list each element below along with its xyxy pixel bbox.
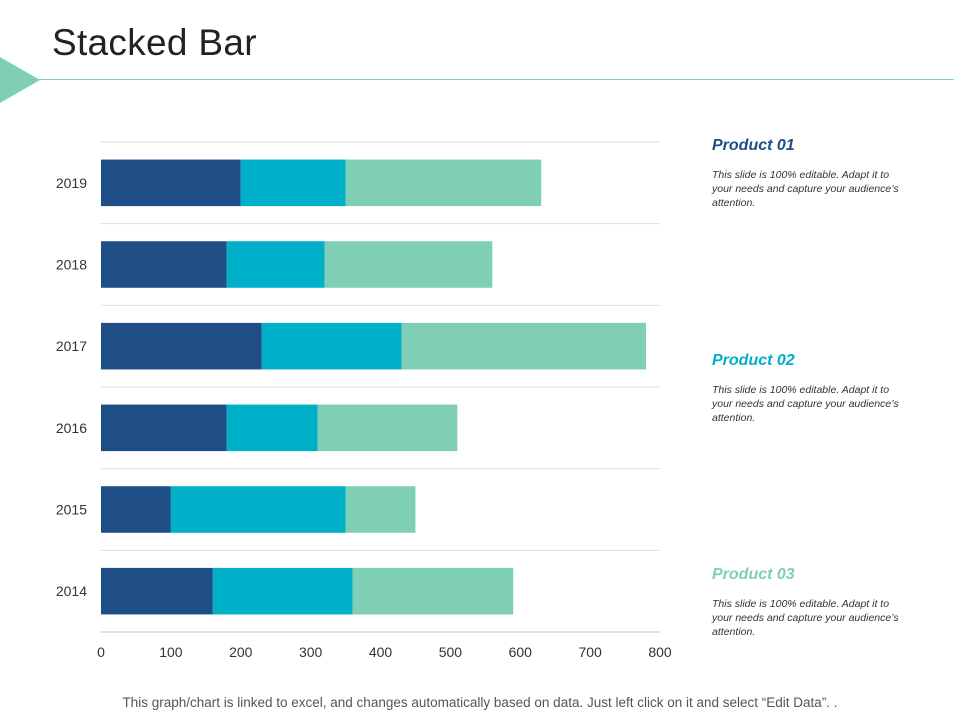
bar-2017-series-3 <box>401 322 647 370</box>
category-label: 2016 <box>56 420 87 436</box>
bar-2015-series-1 <box>101 486 171 533</box>
x-tick-label: 500 <box>439 644 463 660</box>
legend-product-01: Product 01 This slide is 100% editable. … <box>712 137 912 210</box>
legend-product-02: Product 02 This slide is 100% editable. … <box>712 352 912 425</box>
bar-2014-series-3 <box>352 567 514 615</box>
grid-layer <box>101 141 660 633</box>
label-layer: 2019 2018 2017 2016 2015 2014 0 100 200 300 400 500… <box>56 175 672 660</box>
category-label: 2019 <box>56 175 87 191</box>
category-label: 2018 <box>56 257 87 273</box>
bar-2016-series-3 <box>317 404 458 452</box>
x-tick-label: 0 <box>97 644 105 660</box>
legend-product-01-description: This slide is 100% editable. Adapt it to… <box>712 169 899 209</box>
title-divider <box>38 79 954 80</box>
bar-2017-series-1 <box>101 322 262 370</box>
bar-2019-series-3 <box>345 159 542 207</box>
x-tick-label: 400 <box>369 644 393 660</box>
category-label: 2014 <box>56 583 87 599</box>
bar-2014-series-1 <box>101 567 213 615</box>
bar-2018-series-1 <box>101 241 227 288</box>
x-tick-label: 800 <box>648 644 672 660</box>
bar-2015-series-2 <box>170 486 346 533</box>
bar-2015-series-3 <box>345 486 416 533</box>
bar-layer <box>101 159 647 615</box>
bar-2014-series-2 <box>212 567 353 615</box>
bar-2018-series-2 <box>226 241 325 288</box>
category-label: 2015 <box>56 502 87 518</box>
category-label: 2017 <box>56 338 87 354</box>
legend-product-02-name: Product 02 <box>712 352 795 369</box>
bar-2016-series-1 <box>101 404 227 452</box>
bar-2018-series-3 <box>324 241 493 288</box>
legend-product-03: Product 03 This slide is 100% editable. … <box>712 566 912 639</box>
bar-2017-series-2 <box>261 322 402 370</box>
footer-note: This graph/chart is linked to excel, and… <box>122 695 838 710</box>
x-tick-label: 700 <box>578 644 602 660</box>
legend-product-03-name: Product 03 <box>712 566 795 583</box>
x-tick-label: 100 <box>159 644 183 660</box>
bar-2019-series-2 <box>240 159 346 207</box>
legend-product-03-description: This slide is 100% editable. Adapt it to… <box>712 598 899 638</box>
legend-product-02-description: This slide is 100% editable. Adapt it to… <box>712 384 899 424</box>
x-tick-label: 200 <box>229 644 253 660</box>
x-tick-label: 600 <box>509 644 533 660</box>
slide-title: Stacked Bar <box>52 22 257 63</box>
bar-2019-series-1 <box>101 159 241 207</box>
x-tick-label: 300 <box>299 644 323 660</box>
bar-2016-series-2 <box>226 404 318 452</box>
title-accent-arrow <box>0 57 40 103</box>
legend-product-01-name: Product 01 <box>712 137 795 154</box>
